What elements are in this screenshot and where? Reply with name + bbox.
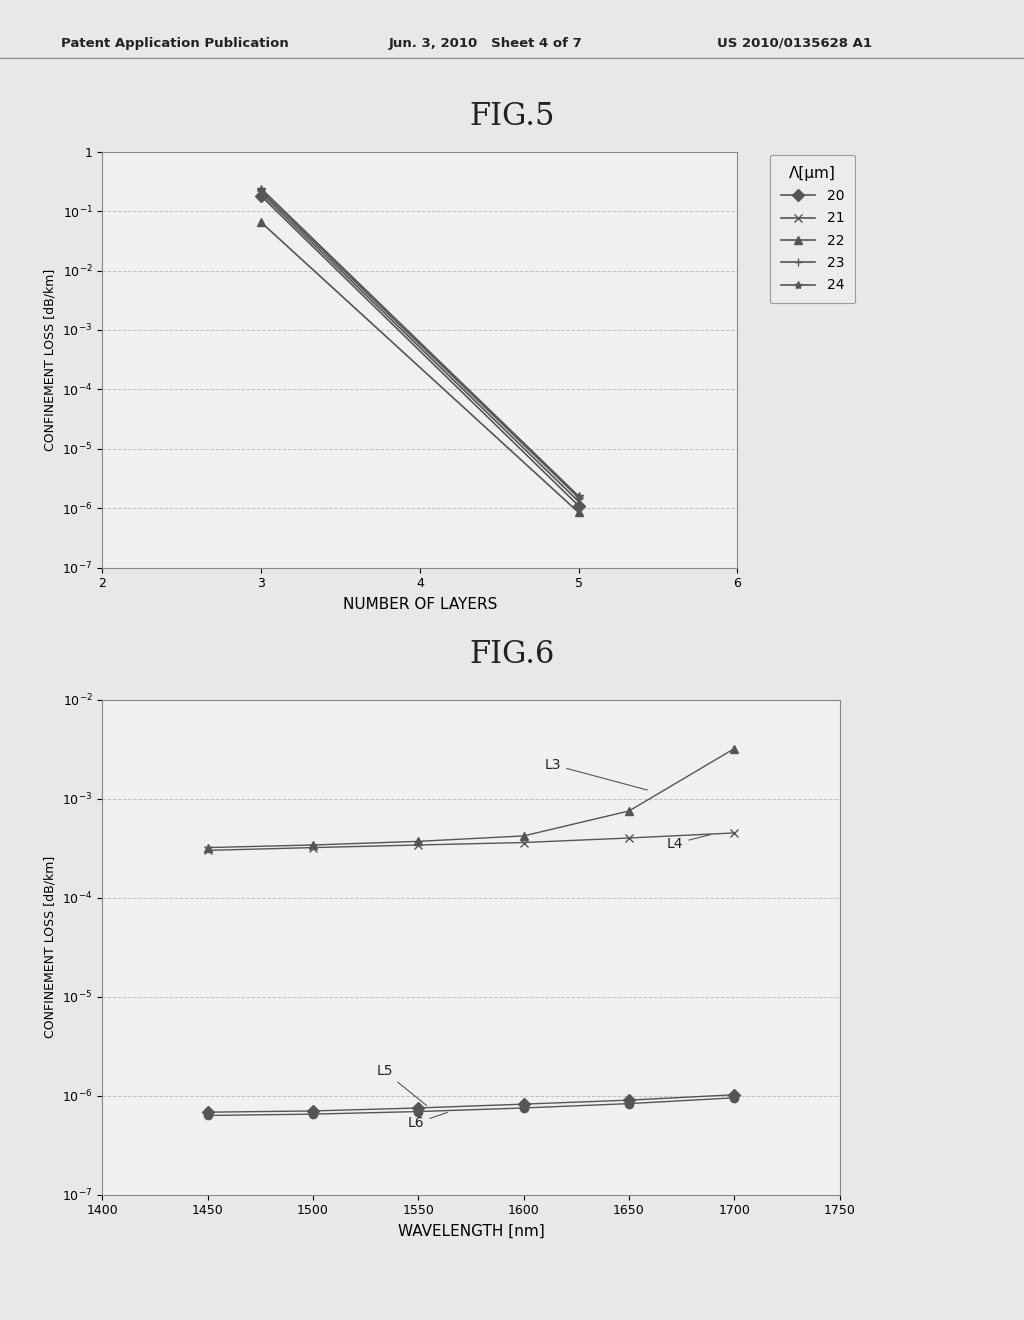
Line: 23: 23: [257, 186, 583, 502]
Text: L6: L6: [408, 1113, 447, 1130]
24: [255, 181, 267, 197]
L3: [728, 741, 740, 756]
24: [572, 488, 585, 504]
L5: [728, 1086, 740, 1102]
Legend: 20, 21, 22, 23, 24: 20, 21, 22, 23, 24: [770, 154, 855, 304]
L4: [202, 842, 214, 858]
Line: L3: L3: [204, 744, 738, 851]
L6: [413, 1104, 425, 1119]
21: [572, 494, 585, 510]
21: [255, 185, 267, 201]
L6: [728, 1090, 740, 1106]
Line: 20: 20: [257, 191, 583, 510]
L4: [623, 830, 635, 846]
Text: US 2010/0135628 A1: US 2010/0135628 A1: [717, 37, 871, 50]
22: [572, 504, 585, 520]
Y-axis label: CONFINEMENT LOSS [dB/km]: CONFINEMENT LOSS [dB/km]: [44, 268, 56, 451]
L6: [517, 1100, 529, 1115]
Line: 22: 22: [257, 218, 583, 516]
Text: Jun. 3, 2010   Sheet 4 of 7: Jun. 3, 2010 Sheet 4 of 7: [389, 37, 583, 50]
L5: [517, 1096, 529, 1111]
X-axis label: NUMBER OF LAYERS: NUMBER OF LAYERS: [343, 597, 497, 612]
Text: L5: L5: [376, 1064, 427, 1106]
Line: 21: 21: [257, 189, 583, 506]
L6: [202, 1107, 214, 1123]
Text: Patent Application Publication: Patent Application Publication: [61, 37, 289, 50]
L3: [202, 840, 214, 855]
L5: [202, 1105, 214, 1121]
L3: [517, 828, 529, 843]
L6: [623, 1096, 635, 1111]
L4: [307, 840, 319, 855]
L4: [413, 837, 425, 853]
22: [255, 214, 267, 230]
Text: L3: L3: [545, 758, 647, 791]
L3: [307, 837, 319, 853]
Text: L4: L4: [667, 834, 711, 850]
L5: [307, 1104, 319, 1119]
Line: L4: L4: [204, 829, 738, 854]
Line: L6: L6: [204, 1094, 738, 1119]
Text: FIG.5: FIG.5: [469, 102, 555, 132]
L6: [307, 1106, 319, 1122]
20: [572, 498, 585, 513]
L4: [728, 825, 740, 841]
Text: FIG.6: FIG.6: [469, 639, 555, 669]
23: [572, 490, 585, 506]
23: [255, 183, 267, 199]
L5: [623, 1092, 635, 1107]
L4: [517, 834, 529, 850]
Line: 24: 24: [257, 185, 583, 500]
Y-axis label: CONFINEMENT LOSS [dB/km]: CONFINEMENT LOSS [dB/km]: [44, 855, 56, 1039]
L3: [413, 833, 425, 849]
L5: [413, 1100, 425, 1115]
X-axis label: WAVELENGTH [nm]: WAVELENGTH [nm]: [397, 1224, 545, 1239]
20: [255, 189, 267, 205]
L3: [623, 803, 635, 818]
Line: L5: L5: [204, 1090, 738, 1117]
